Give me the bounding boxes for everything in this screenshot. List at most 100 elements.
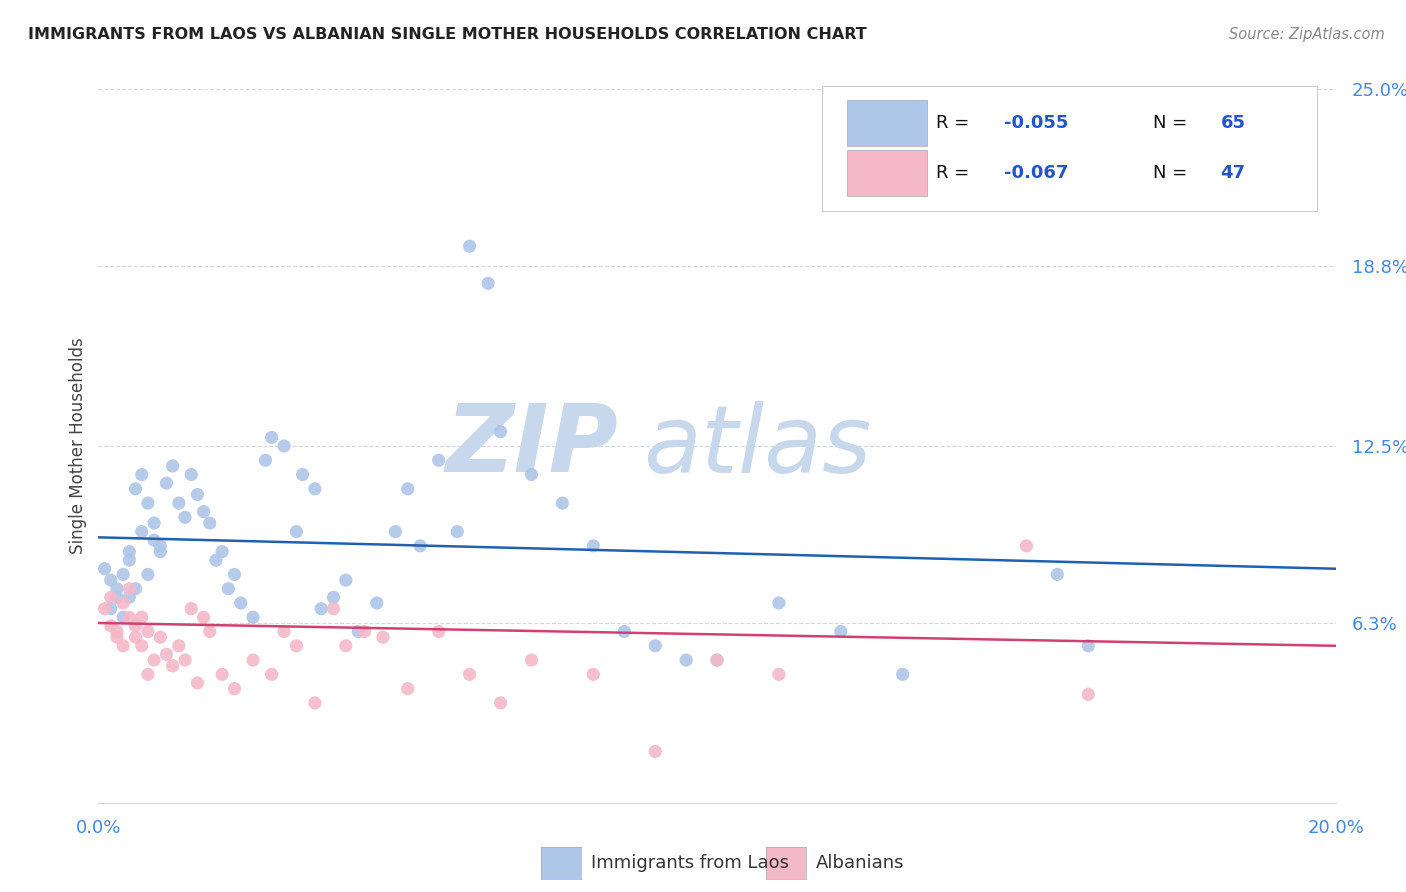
Point xyxy=(131,467,153,482)
Text: -0.067: -0.067 xyxy=(1004,164,1069,182)
Point xyxy=(93,562,115,576)
Point xyxy=(644,744,666,758)
Point xyxy=(136,667,159,681)
Point xyxy=(162,458,184,473)
Point xyxy=(366,596,388,610)
Point xyxy=(100,619,122,633)
Point xyxy=(143,653,166,667)
Point xyxy=(446,524,468,539)
Point xyxy=(112,596,135,610)
Y-axis label: Single Mother Households: Single Mother Households xyxy=(69,338,87,554)
Text: Immigrants from Laos: Immigrants from Laos xyxy=(591,854,789,871)
Point xyxy=(186,487,208,501)
Point xyxy=(582,667,605,681)
Point xyxy=(489,425,512,439)
Point xyxy=(477,277,499,291)
Point xyxy=(613,624,636,639)
Point xyxy=(100,601,122,615)
Point xyxy=(118,591,141,605)
Point xyxy=(155,648,177,662)
Point xyxy=(458,667,481,681)
Point xyxy=(335,573,357,587)
Point xyxy=(136,496,159,510)
Point xyxy=(167,639,190,653)
Point xyxy=(224,567,246,582)
Point xyxy=(211,667,233,681)
Point xyxy=(644,639,666,653)
Point xyxy=(1077,687,1099,701)
Point xyxy=(217,582,239,596)
Point xyxy=(118,553,141,567)
Point xyxy=(706,653,728,667)
Point xyxy=(186,676,208,690)
Point xyxy=(100,573,122,587)
Point xyxy=(180,601,202,615)
FancyBboxPatch shape xyxy=(823,86,1317,211)
Point xyxy=(105,591,128,605)
Point xyxy=(242,610,264,624)
Point xyxy=(149,539,172,553)
Point xyxy=(105,624,128,639)
Point xyxy=(242,653,264,667)
Point xyxy=(118,544,141,558)
Point xyxy=(131,524,153,539)
Text: IMMIGRANTS FROM LAOS VS ALBANIAN SINGLE MOTHER HOUSEHOLDS CORRELATION CHART: IMMIGRANTS FROM LAOS VS ALBANIAN SINGLE … xyxy=(28,27,868,42)
Point xyxy=(830,624,852,639)
Point xyxy=(322,601,344,615)
Point xyxy=(124,619,146,633)
Point xyxy=(254,453,277,467)
Text: ZIP: ZIP xyxy=(446,400,619,492)
Point xyxy=(285,639,308,653)
Point xyxy=(93,601,115,615)
Point xyxy=(136,624,159,639)
Text: Source: ZipAtlas.com: Source: ZipAtlas.com xyxy=(1229,27,1385,42)
Point xyxy=(162,658,184,673)
Text: N =: N = xyxy=(1153,164,1192,182)
Point xyxy=(105,582,128,596)
Point xyxy=(229,596,252,610)
Point xyxy=(1046,567,1069,582)
Point xyxy=(335,639,357,653)
Text: 65: 65 xyxy=(1220,114,1246,132)
Text: N =: N = xyxy=(1153,114,1192,132)
Point xyxy=(353,624,375,639)
Point xyxy=(396,482,419,496)
Point xyxy=(371,630,394,644)
Point xyxy=(131,610,153,624)
Point xyxy=(706,653,728,667)
Point xyxy=(193,505,215,519)
Point xyxy=(198,516,221,530)
Point xyxy=(143,516,166,530)
Point xyxy=(124,630,146,644)
Point xyxy=(118,582,141,596)
Point xyxy=(174,510,197,524)
Point xyxy=(1077,639,1099,653)
Text: Albanians: Albanians xyxy=(815,854,904,871)
Point xyxy=(520,467,543,482)
Point xyxy=(180,467,202,482)
Point xyxy=(768,667,790,681)
Point xyxy=(291,467,314,482)
Point xyxy=(198,624,221,639)
Point xyxy=(100,591,122,605)
Point xyxy=(273,439,295,453)
Point xyxy=(205,553,228,567)
FancyBboxPatch shape xyxy=(846,100,928,146)
Point xyxy=(155,476,177,491)
Point xyxy=(768,596,790,610)
Point xyxy=(347,624,370,639)
Point xyxy=(304,696,326,710)
Point xyxy=(149,544,172,558)
Point xyxy=(520,653,543,667)
Point xyxy=(489,696,512,710)
Point xyxy=(112,567,135,582)
Point xyxy=(273,624,295,639)
Point xyxy=(891,667,914,681)
Point xyxy=(551,496,574,510)
Text: 47: 47 xyxy=(1220,164,1246,182)
Point xyxy=(193,610,215,624)
Point xyxy=(143,533,166,548)
Point xyxy=(224,681,246,696)
Text: -0.055: -0.055 xyxy=(1004,114,1069,132)
Point xyxy=(427,453,450,467)
